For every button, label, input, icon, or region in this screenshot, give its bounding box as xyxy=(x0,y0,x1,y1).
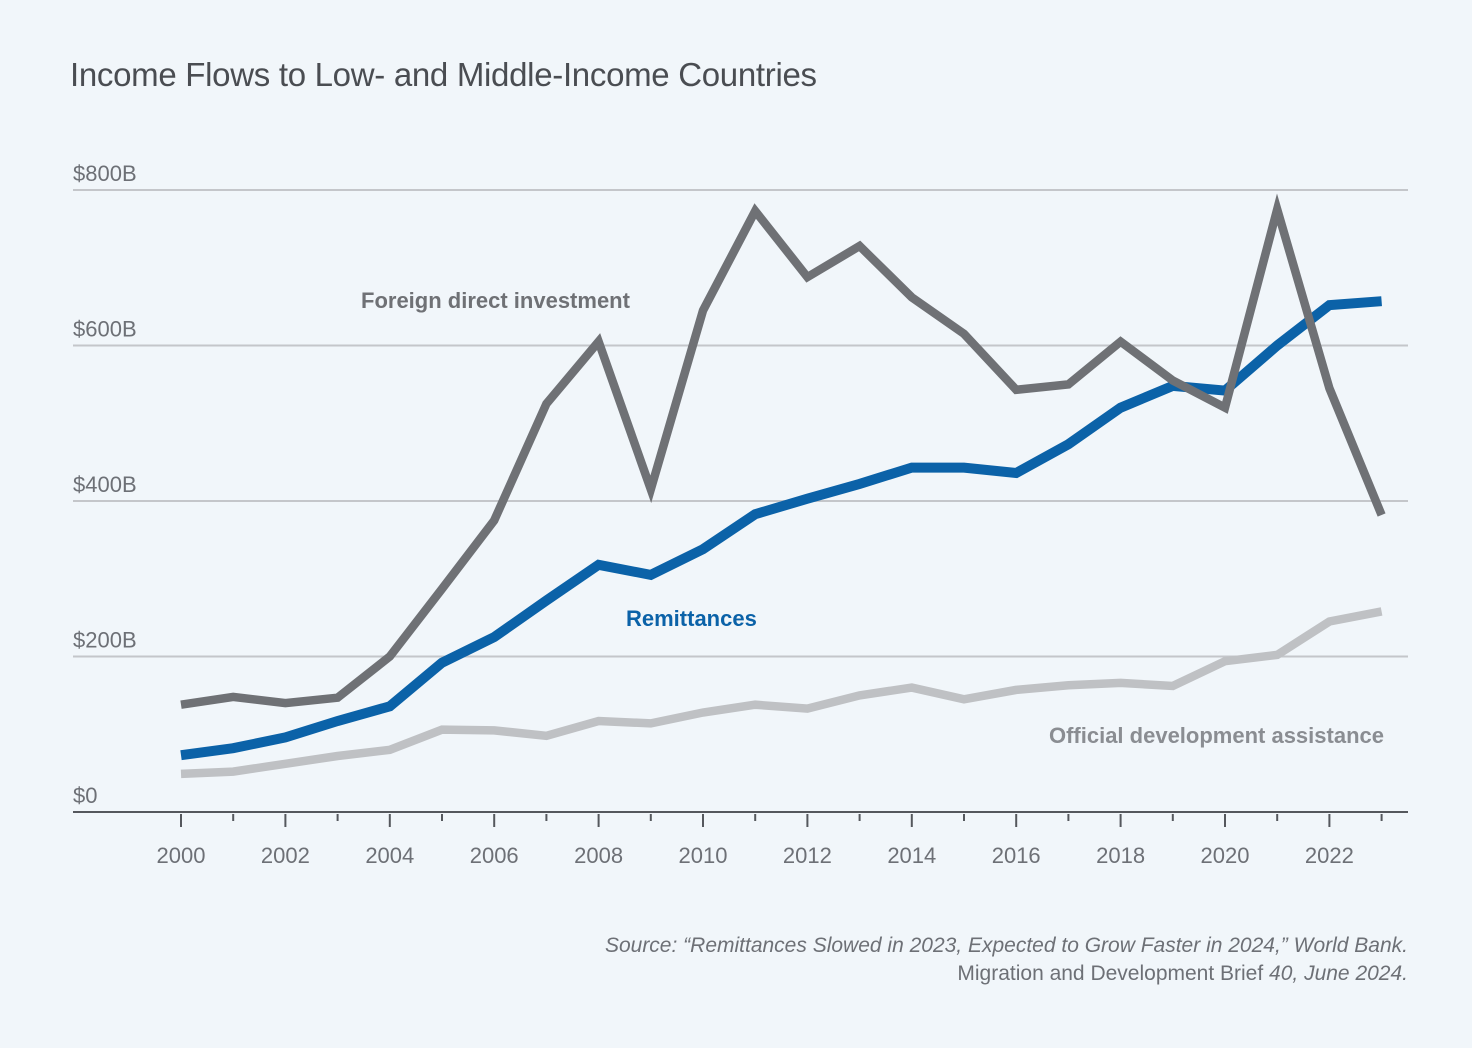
series-annotations: Foreign direct investment Remittances Offi… xyxy=(361,288,1384,748)
y-tick-label: $400B xyxy=(73,472,137,497)
series-lines xyxy=(180,193,1386,779)
x-tick-label: 2002 xyxy=(261,843,310,868)
x-tick-label: 2014 xyxy=(887,843,936,868)
x-tick-label: 2012 xyxy=(783,843,832,868)
y-tick-label: $600B xyxy=(73,317,137,342)
source-line-1: Source: “Remittances Slowed in 2023, Exp… xyxy=(604,934,1408,957)
x-tick-label: 2000 xyxy=(157,843,206,868)
series-line-fdi xyxy=(180,193,1386,709)
x-tick-label: 2020 xyxy=(1201,843,1250,868)
source-line-2-plain: Migration and Development Brief xyxy=(957,962,1270,985)
x-tick-label: 2008 xyxy=(574,843,623,868)
x-tick-label: 2022 xyxy=(1305,843,1354,868)
source-line-2: Migration and Development Brief 40, June… xyxy=(605,960,1408,988)
chart-title: Income Flows to Low- and Middle-Income C… xyxy=(70,56,817,93)
annotation-oda: Official development assistance xyxy=(1049,723,1384,748)
annotation-remittances: Remittances xyxy=(626,606,757,631)
y-tick-label: $0 xyxy=(73,783,97,808)
source-note: Source: “Remittances Slowed in 2023, Exp… xyxy=(605,932,1408,988)
x-tick-label: 2004 xyxy=(365,843,414,868)
source-line-2-italic: 40, June 2024. xyxy=(1269,962,1408,985)
series-line-oda xyxy=(180,607,1383,779)
gridlines xyxy=(73,189,1408,658)
x-axis: 2000 2002 2004 2006 2008 2010 2012 2014 2016 2018… xyxy=(73,811,1408,868)
y-tick-label: $800B xyxy=(73,161,137,186)
annotation-fdi: Foreign direct investment xyxy=(361,288,631,313)
x-tick-label: 2016 xyxy=(992,843,1041,868)
y-tick-label: $200B xyxy=(73,628,137,653)
y-axis-tick-labels: $0 $200B $400B $600B $800B xyxy=(73,161,137,808)
x-tick-label: 2010 xyxy=(679,843,728,868)
x-tick-label: 2006 xyxy=(470,843,519,868)
x-tick-label: 2018 xyxy=(1096,843,1145,868)
series-line-remittances xyxy=(180,296,1382,761)
